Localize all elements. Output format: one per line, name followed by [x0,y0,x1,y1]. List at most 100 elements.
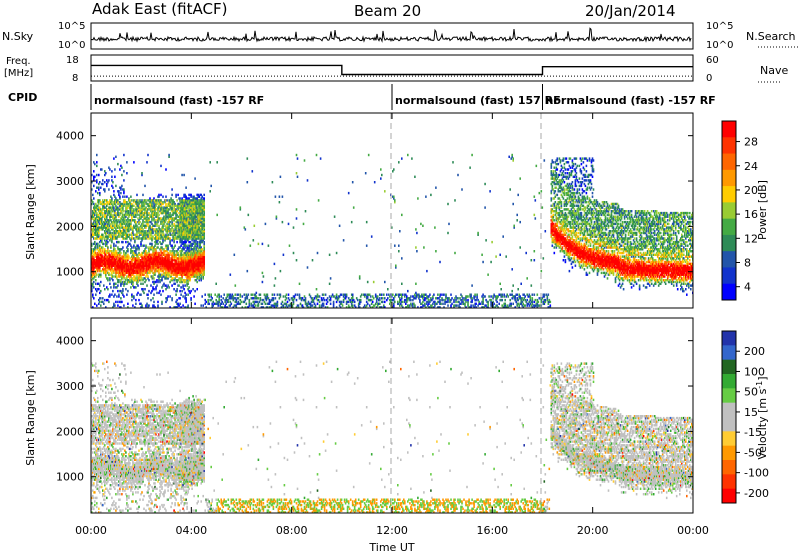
echo-cell [191,268,193,271]
echo-cell [125,279,127,282]
echo-cell [511,268,513,271]
echo-cell [476,293,478,296]
echo-cell [186,260,188,264]
echo-cell [107,231,109,235]
echo-cell [190,224,192,228]
echo-cell [170,230,172,233]
echo-cell [164,268,166,271]
echo-cell [119,235,121,238]
echo-cell [148,269,150,273]
echo-cell [165,288,167,291]
echo-cell [104,237,106,240]
echo-cell [198,230,200,233]
echo-cell [111,233,113,237]
echo-cell [137,266,139,269]
echo-cell [113,304,115,307]
echo-cell [187,244,189,247]
echo-cell [200,260,202,264]
echo-cell [193,251,195,255]
echo-cell [116,224,118,228]
echo-cell [94,226,96,229]
echo-cell [198,195,200,198]
echo-cell [112,275,114,278]
echo-cell [104,253,106,257]
echo-cell [198,253,200,257]
echo-cell [303,295,306,298]
echo-cell [203,220,205,224]
echo-cell [313,297,316,300]
echo-cell [188,253,190,257]
echo-cell [105,264,107,267]
echo-cell [440,302,442,306]
echo-cell [248,304,251,307]
echo-cell [510,304,512,307]
echo-cell [202,237,204,240]
echo-cell [202,266,204,269]
echo-cell [179,235,181,238]
echo-cell [202,230,204,233]
echo-cell [250,304,253,307]
echo-cell [363,295,366,298]
echo-cell [172,253,174,257]
echo-cell [415,297,417,300]
echo-cell [121,226,123,229]
echo-cell [91,255,93,258]
echo-cell [120,275,122,278]
echo-cell [141,271,143,275]
echo-cell [162,259,164,262]
echo-cell [96,304,98,307]
echo-cell [123,230,125,233]
echo-cell [522,298,524,302]
echo-cell [141,237,143,240]
echo-cell [134,250,136,253]
echo-cell [103,257,105,260]
echo-cell [144,277,146,280]
echo-cell [393,302,395,306]
echo-cell [517,298,519,302]
echo-cell [105,268,107,271]
echo-cell [365,220,368,224]
echo-cell [186,228,188,231]
echo-cell [130,210,132,213]
echo-cell [180,219,182,222]
echo-cell [158,224,160,228]
echo-cell [162,211,164,215]
echo-cell [118,268,120,271]
echo-cell [495,297,497,300]
echo-cell [111,226,113,229]
echo-cell [131,217,133,220]
echo-cell [241,295,244,298]
echo-cell [158,271,160,275]
echo-cell [176,288,178,291]
echo-cell [124,253,126,257]
echo-cell [104,226,106,229]
echo-cell [312,300,315,304]
echo-cell [176,213,178,217]
echo-cell [523,304,525,307]
echo-cell [178,226,180,229]
echo-cell [369,298,372,302]
echo-cell [498,302,500,306]
echo-cell [113,202,115,206]
echo-cell [488,295,490,298]
echo-cell [127,220,129,224]
echo-cell [198,210,200,213]
echo-cell [104,220,106,224]
echo-cell [365,244,368,247]
echo-cell [108,262,110,266]
echo-cell [520,302,522,306]
echo-cell [156,211,158,215]
echo-cell [236,297,239,300]
echo-cell [183,269,185,273]
echo-cell [187,217,189,220]
echo-cell [418,293,420,296]
echo-cell [184,284,186,287]
echo-cell [187,259,189,262]
echo-cell [182,201,184,204]
echo-cell [91,282,93,286]
echo-cell [394,199,396,202]
echo-cell [193,222,195,226]
echo-cell [287,293,290,296]
echo-cell [509,304,511,307]
echo-cell [132,211,134,215]
